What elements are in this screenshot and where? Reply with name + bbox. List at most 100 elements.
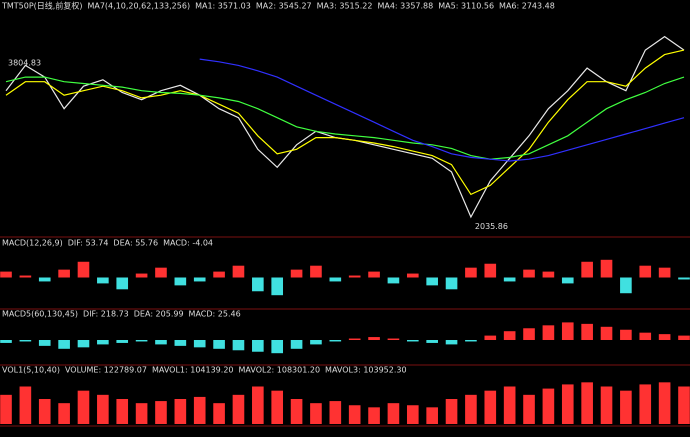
bar [561, 277, 574, 284]
header-label: DEA: 55.76 [113, 239, 158, 248]
bar [406, 405, 419, 424]
bar [658, 267, 671, 278]
bar [97, 394, 109, 424]
bar [523, 394, 535, 424]
bar [97, 340, 109, 345]
header-label: DIF: 218.73 [83, 310, 129, 319]
bar [290, 399, 303, 424]
bar [116, 399, 129, 424]
bar [561, 384, 574, 424]
bar [77, 261, 90, 278]
bar [58, 403, 70, 424]
bar [465, 267, 477, 278]
header-label: MA3: 3515.22 [317, 2, 373, 11]
bar [193, 277, 206, 282]
header-label: MAVOL3: 103952.30 [325, 366, 407, 375]
bar [581, 323, 593, 340]
bar [135, 403, 148, 424]
header-label: MACD: -4.04 [163, 239, 213, 248]
bar [542, 271, 555, 278]
bar [116, 340, 129, 343]
bar [193, 340, 206, 348]
bar [542, 388, 555, 424]
bar [348, 405, 361, 424]
bar [329, 340, 342, 342]
bar [0, 394, 12, 424]
bar [155, 401, 167, 424]
price-line [5, 49, 685, 196]
bar [97, 277, 109, 284]
header-label: TMT50P(日线,前复权) [1, 1, 82, 11]
high-label: 3804.83 [8, 59, 41, 68]
bar [213, 340, 225, 349]
bar [58, 340, 70, 349]
bar [232, 265, 245, 278]
bar [290, 269, 303, 278]
bar [503, 386, 516, 424]
low-label: 2035.86 [475, 222, 508, 231]
bar [484, 390, 497, 424]
bar [426, 407, 438, 424]
bar [542, 325, 555, 340]
bar [310, 265, 322, 278]
bar [348, 275, 361, 278]
bar [155, 267, 167, 278]
header-label: MA1: 3571.03 [195, 2, 251, 11]
bar [174, 340, 187, 346]
bar [678, 277, 690, 280]
bar [0, 340, 12, 343]
bar [19, 340, 32, 342]
bar [329, 401, 342, 424]
bar [445, 277, 458, 290]
header-label: VOLUME: 122789.07 [65, 366, 147, 375]
bar [310, 340, 322, 345]
bar [600, 386, 613, 424]
bar [387, 277, 400, 284]
bar [678, 386, 690, 424]
bar [368, 337, 380, 340]
bar [484, 335, 497, 340]
bar [368, 271, 380, 278]
bar [426, 277, 438, 286]
bar [658, 382, 671, 424]
bar [19, 275, 32, 278]
bar [174, 277, 187, 286]
bar [252, 340, 264, 352]
header-label: MAVOL1: 104139.20 [152, 366, 234, 375]
bar [658, 334, 671, 340]
bar [155, 340, 167, 345]
header-label: MA7(4,10,20,62,133,256) [87, 2, 190, 11]
bar [38, 277, 51, 282]
bar [271, 277, 284, 296]
bar [58, 269, 70, 278]
header-label: VOL1(5,10,40) [2, 366, 60, 375]
header-label: DEA: 205.99 [134, 310, 184, 319]
bar [600, 259, 613, 278]
bar [639, 384, 652, 424]
bar [561, 322, 574, 340]
bar [271, 340, 284, 354]
bar [368, 407, 380, 424]
bar [19, 386, 32, 424]
bar [0, 271, 12, 278]
bar [620, 277, 632, 294]
bar [600, 326, 613, 340]
bar [348, 338, 361, 340]
bar [581, 382, 593, 424]
bar [193, 396, 206, 424]
bar [232, 394, 245, 424]
bar [213, 403, 225, 424]
bar [135, 273, 148, 278]
bar [445, 399, 458, 424]
bar [620, 390, 632, 424]
header-label: MA6: 2743.48 [499, 2, 555, 11]
bar [639, 332, 652, 340]
bar [329, 277, 342, 282]
header-label: MA5: 3110.56 [438, 2, 494, 11]
bar [135, 340, 148, 342]
price-line [199, 58, 685, 162]
bar [290, 340, 303, 349]
header-label: MACD: 25.46 [189, 310, 241, 319]
header-label: MA2: 3545.27 [256, 2, 312, 11]
